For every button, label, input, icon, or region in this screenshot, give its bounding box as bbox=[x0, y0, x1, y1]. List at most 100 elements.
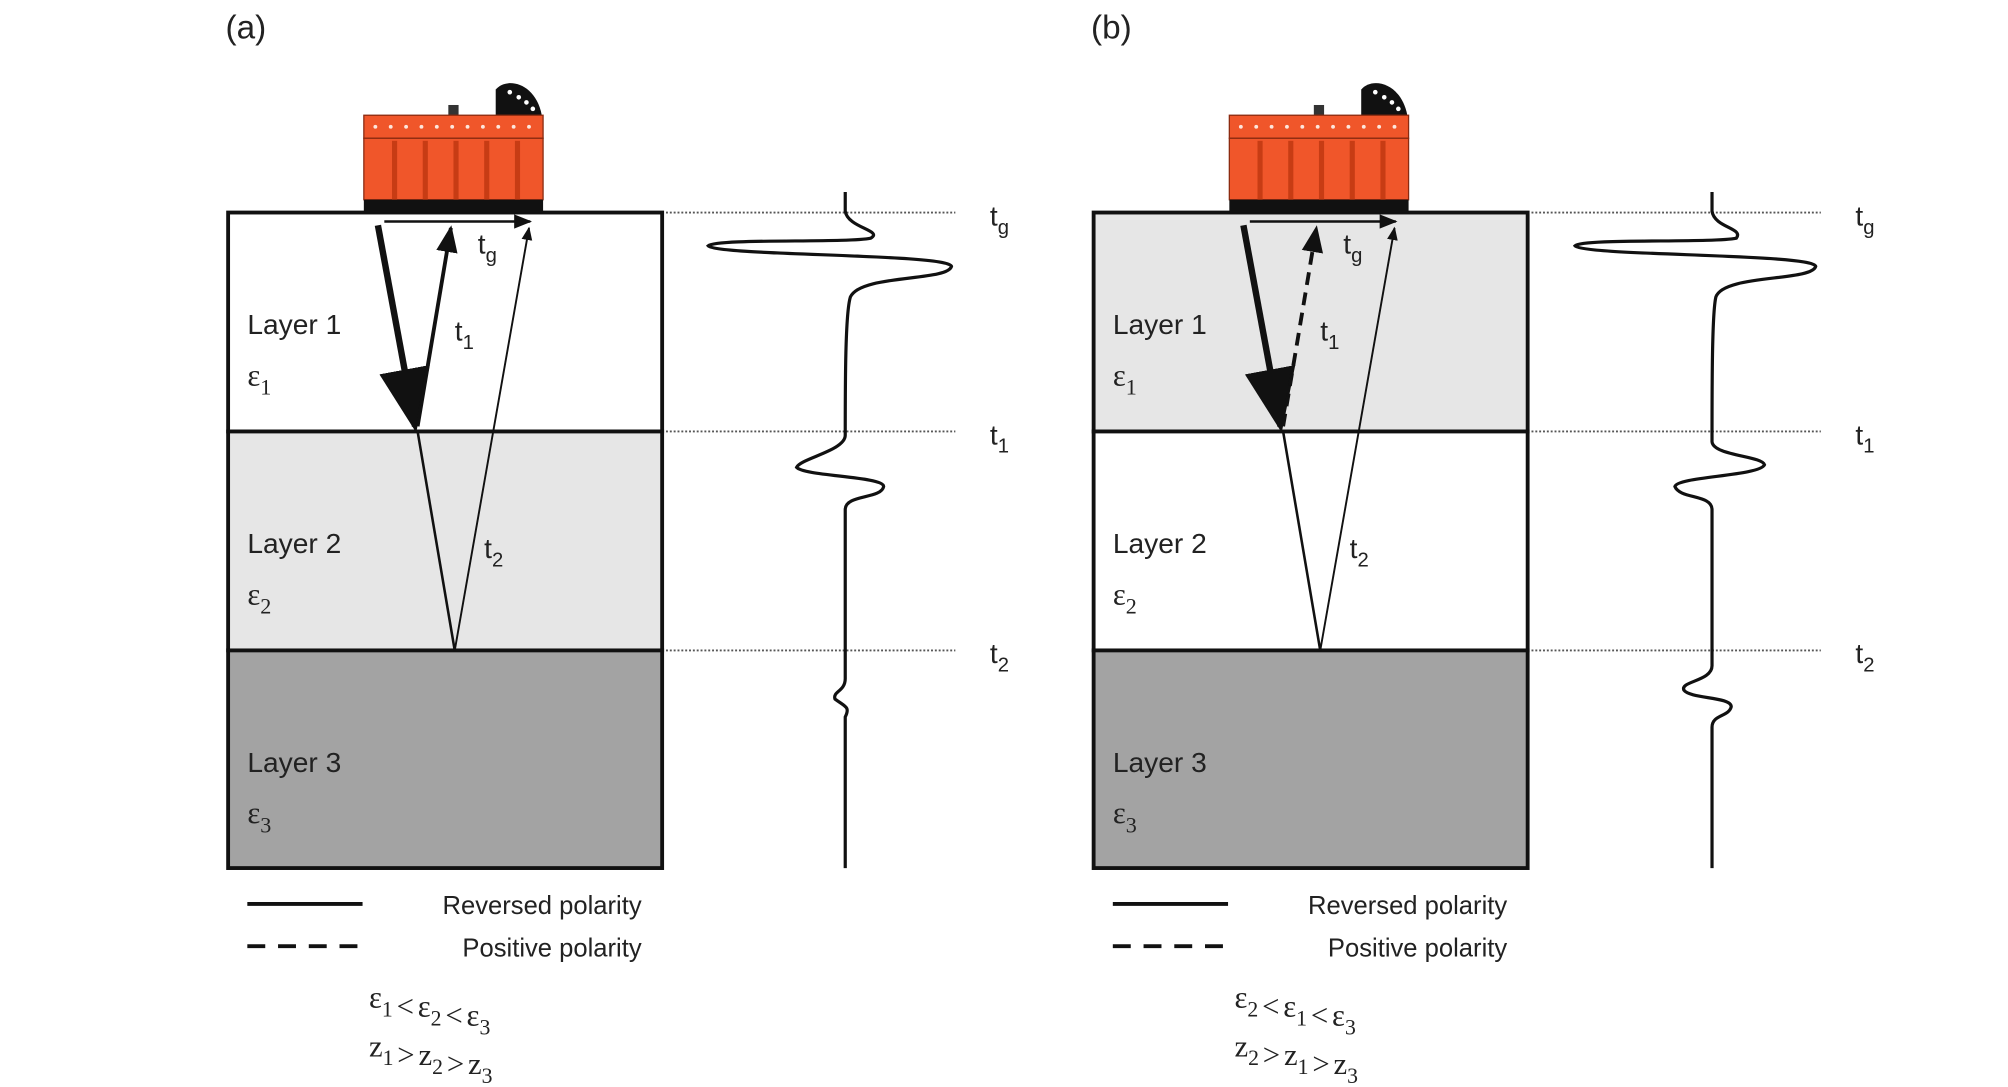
layer-2-region bbox=[226, 429, 665, 653]
subscript: 2 bbox=[998, 655, 1009, 677]
device-top-dot bbox=[1392, 124, 1397, 129]
subscript: 2 bbox=[1248, 1046, 1259, 1070]
symbol: t bbox=[1855, 419, 1863, 450]
device-top-dot bbox=[419, 124, 424, 129]
handle-dot bbox=[516, 95, 522, 100]
device-top-dot bbox=[511, 124, 516, 129]
symbol: t bbox=[455, 316, 463, 347]
symbol: z bbox=[468, 1047, 482, 1081]
time-label-t2: t2 bbox=[1855, 638, 1874, 676]
permittivity-relation: ε1 < ε2 < ε3 bbox=[369, 981, 490, 1040]
device-rib bbox=[484, 140, 490, 200]
handle-dot bbox=[1396, 106, 1401, 112]
device-top-dot bbox=[450, 124, 455, 129]
transmitted-ray bbox=[1281, 431, 1322, 651]
handle-dot bbox=[1389, 100, 1395, 105]
subscript: g bbox=[486, 245, 497, 267]
radar-trace-waveform bbox=[705, 192, 954, 869]
legend-solid-label: Reversed polarity bbox=[443, 892, 642, 920]
subscript: 1 bbox=[1328, 332, 1339, 354]
device-knob bbox=[1313, 104, 1325, 117]
symbol: t bbox=[1350, 533, 1358, 564]
layer-2-permittivity: ε2 bbox=[247, 577, 271, 618]
device-rib bbox=[1318, 140, 1325, 200]
symbol: t bbox=[1320, 316, 1328, 347]
symbol: ε bbox=[1113, 577, 1126, 611]
symbol: t bbox=[1343, 229, 1351, 260]
device-top-dot bbox=[465, 124, 470, 129]
symbol: z bbox=[1334, 1047, 1348, 1081]
time-label-t1: t1 bbox=[1855, 419, 1874, 457]
layer-1-permittivity: ε1 bbox=[247, 358, 271, 399]
device-knob bbox=[448, 104, 459, 117]
incident-ray-thick bbox=[1240, 224, 1296, 433]
legend-dashed-label: Positive polarity bbox=[1328, 934, 1507, 962]
subscript: 3 bbox=[1347, 1064, 1358, 1087]
ray-label-t2: t2 bbox=[484, 533, 503, 571]
device-rib bbox=[1380, 140, 1386, 200]
ray-label-t1: t1 bbox=[455, 316, 474, 354]
reflected-ray-layer2 bbox=[453, 226, 533, 651]
time-label-t2: t2 bbox=[990, 638, 1009, 676]
symbol: ε bbox=[1113, 358, 1126, 392]
layer-3-region bbox=[226, 648, 665, 870]
device-top-dot bbox=[1331, 124, 1335, 129]
incident-ray-thick bbox=[374, 224, 430, 433]
time-label-tg: tg bbox=[990, 200, 1009, 238]
legend-solid-label: Reversed polarity bbox=[1308, 892, 1507, 920]
device-base bbox=[1229, 199, 1409, 213]
subscript: 3 bbox=[1126, 812, 1137, 837]
operator: > bbox=[1312, 1047, 1329, 1081]
operator: < bbox=[1311, 999, 1328, 1033]
subscript: 3 bbox=[260, 812, 271, 837]
ray-label-tg: tg bbox=[1343, 229, 1362, 267]
device-top-dot bbox=[388, 124, 393, 129]
time-label-t1: t1 bbox=[990, 419, 1009, 457]
subscript: 1 bbox=[1298, 1055, 1309, 1079]
layer-1-permittivity: ε1 bbox=[1113, 358, 1137, 399]
subscript: 1 bbox=[998, 436, 1009, 458]
device-rib bbox=[514, 140, 521, 200]
device-top-dot bbox=[480, 124, 485, 129]
permittivity-relation: ε2 < ε1 < ε3 bbox=[1234, 981, 1355, 1040]
subscript: 1 bbox=[383, 1046, 394, 1070]
operator: < bbox=[397, 990, 414, 1024]
transmitted-ray bbox=[416, 431, 457, 651]
ray-label-t1: t1 bbox=[1320, 316, 1339, 354]
layer-1-label: Layer 1 bbox=[1113, 309, 1207, 340]
legend-dashed-label: Positive polarity bbox=[462, 934, 641, 962]
device-top-dot bbox=[404, 124, 409, 129]
depth-relation: z1 > z2 > z3 bbox=[369, 1029, 493, 1087]
layer-3-label: Layer 3 bbox=[247, 747, 341, 778]
device-rib bbox=[1288, 140, 1294, 200]
panel-label: (b) bbox=[1091, 9, 1132, 46]
symbol: t bbox=[1855, 638, 1863, 669]
layer-3-permittivity: ε3 bbox=[247, 796, 271, 837]
layer-2-label: Layer 2 bbox=[247, 528, 341, 559]
handle-dot bbox=[1381, 95, 1387, 100]
device-top-dot bbox=[1238, 124, 1243, 129]
ray-label-tg: tg bbox=[478, 229, 497, 267]
symbol: ε bbox=[247, 796, 260, 830]
symbol: ε bbox=[247, 358, 260, 392]
layer-2-label: Layer 2 bbox=[1113, 528, 1207, 559]
subscript: 3 bbox=[1345, 1016, 1356, 1040]
device-top-dot bbox=[1300, 124, 1305, 129]
subscript: 2 bbox=[431, 1007, 442, 1031]
device-rib bbox=[392, 140, 398, 200]
symbol: ε bbox=[1234, 981, 1247, 1015]
device-top-dot bbox=[1269, 124, 1274, 129]
device-top-dot bbox=[496, 124, 501, 129]
layer-3-region bbox=[1091, 648, 1530, 870]
device-rib bbox=[1349, 140, 1355, 200]
layer-2-permittivity: ε2 bbox=[1113, 577, 1137, 618]
symbol: t bbox=[478, 229, 486, 260]
operator: > bbox=[1263, 1038, 1280, 1072]
operator: > bbox=[447, 1047, 464, 1081]
device-rib bbox=[453, 140, 459, 200]
symbol: t bbox=[990, 200, 998, 231]
symbol: t bbox=[990, 638, 998, 669]
